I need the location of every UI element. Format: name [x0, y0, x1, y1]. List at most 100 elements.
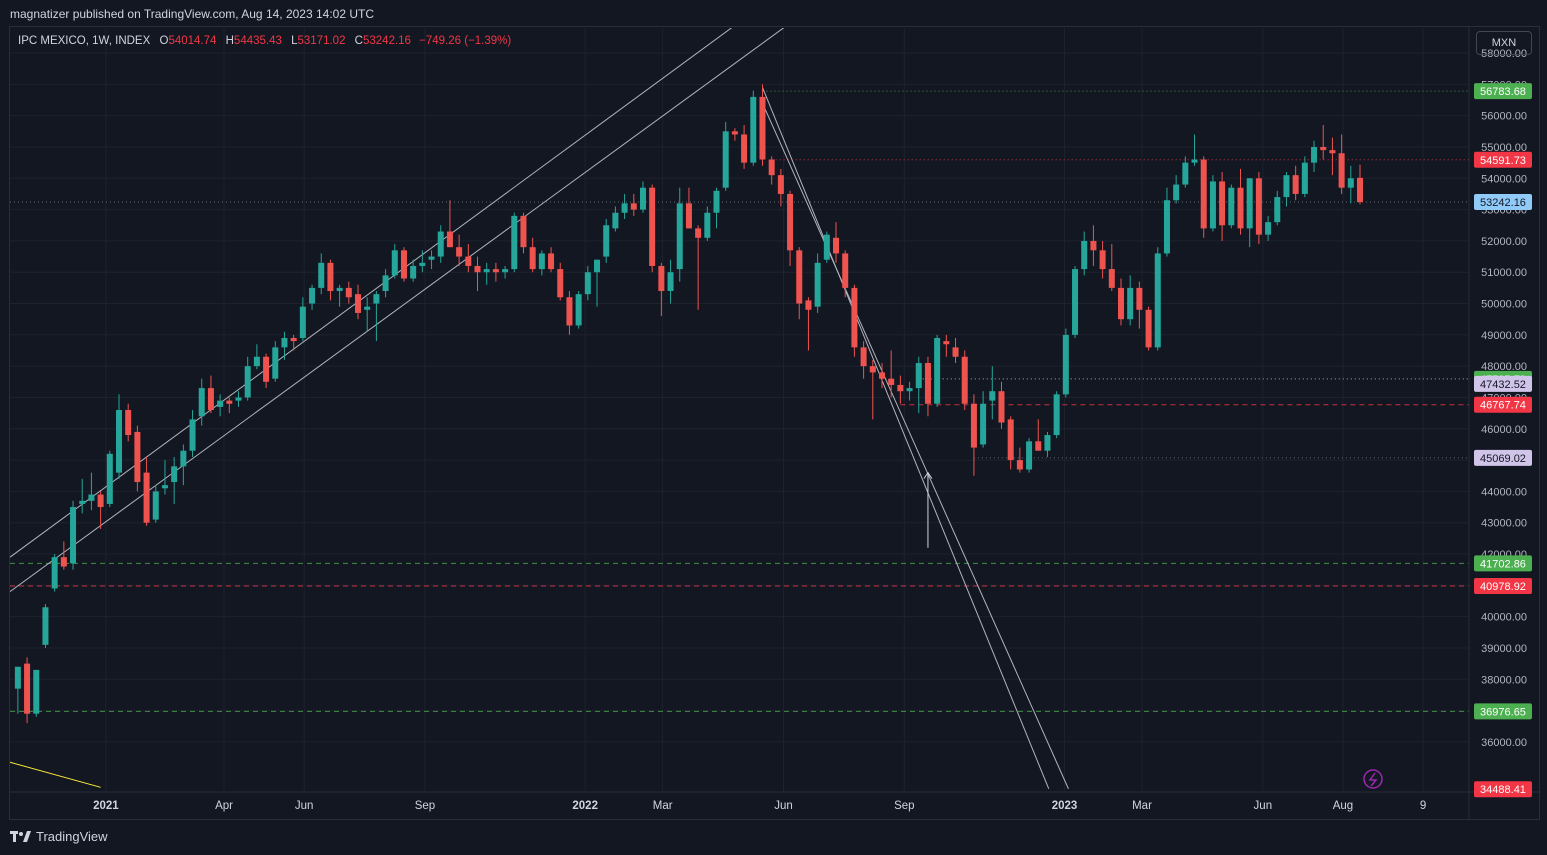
candle-body: [695, 228, 702, 238]
y-tick-label: 54000.00: [1481, 173, 1527, 185]
price-label-text: 53242.16: [1480, 197, 1526, 209]
candle-body: [1072, 269, 1079, 335]
candle-body: [115, 410, 122, 473]
candle-body: [1099, 250, 1106, 270]
candle-body: [961, 356, 968, 404]
candle-body: [446, 231, 453, 248]
change-value: −749.26 (−1.39%): [419, 35, 512, 47]
candle-body: [1117, 287, 1124, 320]
candle-body: [1191, 159, 1198, 163]
y-tick-label: 43000.00: [1481, 518, 1527, 530]
candle-body: [70, 507, 77, 564]
candle-body: [639, 187, 646, 210]
candle-body: [731, 131, 738, 135]
candle-body: [575, 294, 582, 326]
candle-body: [492, 269, 499, 273]
footer-brand[interactable]: TradingView: [10, 829, 108, 844]
candle-body: [1035, 441, 1042, 451]
candle-body: [290, 337, 297, 342]
candle-body: [400, 250, 407, 279]
candle-body: [1026, 441, 1033, 470]
price-label-badge: [1474, 396, 1532, 413]
grid: [10, 28, 1469, 792]
candle-body: [970, 403, 977, 448]
candle-body: [722, 131, 729, 188]
high-label: H: [225, 35, 234, 47]
y-tick-label: 50000.00: [1481, 299, 1527, 311]
symbol-legend: IPC MEXICO, 1W, INDEX O54014.74 H54435.4…: [18, 35, 511, 47]
candle-body: [24, 663, 31, 714]
candle-body: [272, 347, 279, 379]
candle-body: [1081, 240, 1088, 270]
price-labels: 56783.6854591.7353242.1647595.7947432.52…: [1474, 83, 1532, 798]
price-label-text: 47432.52: [1480, 379, 1526, 391]
candle-body: [1090, 240, 1097, 251]
y-tick-label: 51000.00: [1481, 267, 1527, 279]
price-label-badge: [1474, 375, 1532, 392]
candle-body: [419, 262, 426, 266]
candle-body: [520, 215, 527, 248]
publisher-caption: magnatizer published on TradingView.com,…: [10, 7, 375, 21]
price-label-text: 34488.41: [1480, 784, 1526, 796]
y-tick-label: 48000.00: [1481, 361, 1527, 373]
candle-body: [42, 607, 49, 645]
candle-body: [161, 485, 168, 489]
candle-body: [79, 500, 86, 504]
candle-body: [318, 262, 325, 288]
candle-body: [483, 269, 490, 273]
candle-body: [538, 253, 545, 270]
candle-body: [860, 347, 867, 367]
candle-body: [713, 190, 720, 213]
candle-body: [134, 431, 141, 483]
price-label-text: 46767.74: [1480, 400, 1526, 412]
candle-body: [823, 234, 830, 260]
candle-body: [924, 363, 931, 404]
price-axis: 36000.0037000.0038000.0039000.0040000.00…: [1468, 26, 1527, 820]
symbol-name: IPC MEXICO, 1W, INDEX: [18, 35, 151, 47]
candle-body: [428, 256, 435, 260]
candle-body: [1219, 181, 1226, 226]
candle-body: [796, 250, 803, 304]
price-label-badge: [1474, 194, 1532, 211]
candle-body: [557, 269, 564, 298]
candle-body: [529, 247, 536, 270]
x-tick-label: 2022: [572, 800, 598, 812]
x-tick-label: Sep: [894, 800, 914, 812]
horizontal-levels: [10, 90, 1469, 712]
annotations: [923, 471, 1383, 789]
y-tick-label: 55000.00: [1481, 142, 1527, 154]
time-axis: 2021 Apr Jun Sep 2022 Mar Jun Sep 2023 Mar Jun Aug 9: [9, 791, 1540, 812]
candle-body: [281, 337, 288, 348]
candle-body: [814, 262, 821, 307]
price-label-badge: [1474, 555, 1532, 572]
candle-body: [437, 231, 444, 257]
candle-body: [226, 400, 233, 404]
close-value: 53242.16: [362, 35, 411, 47]
currency-button[interactable]: MXN: [1476, 31, 1532, 55]
candle-body: [594, 259, 601, 273]
candle-body: [391, 250, 398, 276]
candle-body: [299, 306, 306, 338]
candle-body: [1357, 177, 1364, 203]
candle-body: [906, 388, 913, 392]
candle-body: [217, 400, 224, 407]
candle-body: [1311, 146, 1318, 163]
candle-body: [548, 253, 555, 270]
candle-body: [566, 297, 573, 326]
candle-body: [750, 96, 757, 163]
trendline: [10, 28, 785, 593]
x-tick-label: 2023: [1052, 800, 1078, 812]
candle-body: [511, 215, 518, 270]
candle-body: [14, 666, 21, 689]
candle-body: [1044, 435, 1051, 451]
candle-body: [244, 366, 251, 398]
y-tick-label: 56000.00: [1481, 111, 1527, 123]
candle-body: [1062, 334, 1069, 395]
low-label: L: [291, 35, 298, 47]
candle-body: [410, 265, 417, 279]
candle-body: [704, 212, 711, 238]
candle-body: [1255, 178, 1262, 235]
candle-body: [1145, 309, 1152, 348]
high-value: 54435.43: [233, 35, 282, 47]
